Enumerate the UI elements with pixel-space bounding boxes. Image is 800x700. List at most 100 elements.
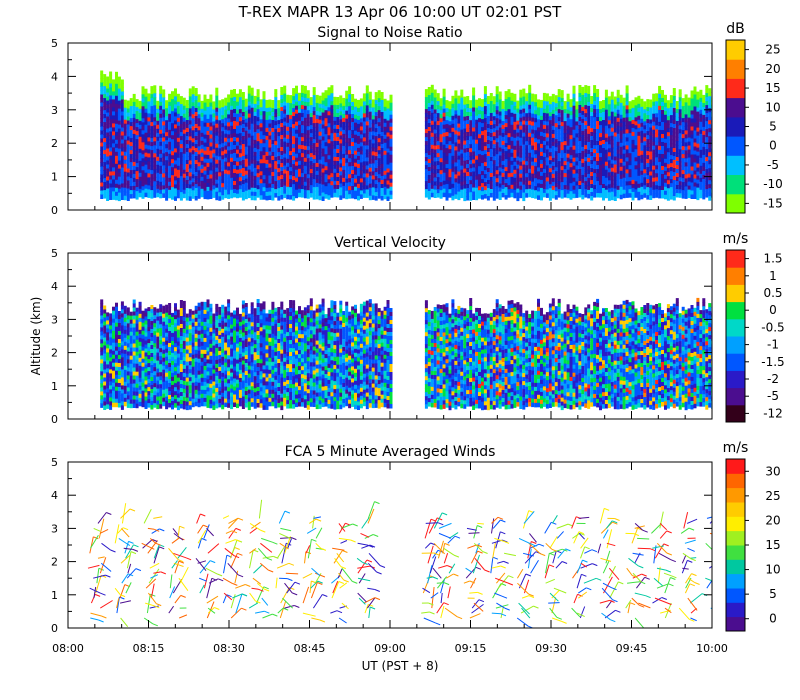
- heatmap-cell: [460, 109, 464, 115]
- heatmap-cell: [351, 186, 355, 191]
- heatmap-cell: [303, 165, 307, 171]
- heatmap-cell: [330, 137, 334, 142]
- heatmap-cell: [221, 99, 225, 104]
- heatmap-cell: [596, 125, 600, 130]
- heatmap-cell: [622, 153, 626, 159]
- heatmap-cell: [522, 168, 526, 174]
- heatmap-cell: [171, 179, 174, 184]
- heatmap-cell: [507, 145, 511, 150]
- heatmap-cell: [283, 157, 287, 163]
- heatmap-cell: [236, 153, 239, 159]
- heatmap-cell: [643, 165, 647, 170]
- heatmap-cell: [106, 144, 110, 149]
- heatmap-cell: [451, 195, 455, 201]
- heatmap-cell: [628, 177, 632, 182]
- heatmap-cell: [224, 189, 228, 195]
- heatmap-cell: [100, 94, 104, 99]
- heatmap-cell: [241, 148, 245, 153]
- heatmap-cell: [377, 98, 381, 103]
- heatmap-cell: [684, 154, 688, 159]
- heatmap-cell: [563, 137, 567, 142]
- heatmap-cell: [218, 156, 222, 161]
- heatmap-cell: [123, 119, 127, 125]
- heatmap-cell: [566, 153, 570, 159]
- heatmap-cell: [268, 131, 272, 136]
- heatmap-cell: [489, 125, 493, 130]
- heatmap-cell: [209, 110, 213, 115]
- heatmap-cell: [430, 104, 434, 110]
- heatmap-cell: [569, 191, 573, 196]
- heatmap-cell: [672, 164, 676, 169]
- heatmap-cell: [106, 116, 110, 121]
- heatmap-cell: [522, 164, 526, 170]
- heatmap-cell: [112, 151, 115, 156]
- heatmap-cell: [542, 176, 546, 182]
- heatmap-cell: [649, 183, 653, 188]
- heatmap-cell: [616, 117, 620, 123]
- heatmap-cell: [182, 169, 186, 175]
- heatmap-cell: [262, 91, 266, 96]
- heatmap-cell: [504, 111, 508, 116]
- heatmap-cell: [150, 94, 154, 99]
- heatmap-cell: [566, 193, 570, 199]
- heatmap-cell: [230, 141, 234, 147]
- heatmap-cell: [238, 105, 242, 110]
- heatmap-cell: [295, 169, 298, 175]
- heatmap-cell: [171, 107, 174, 112]
- heatmap-cell: [106, 132, 110, 137]
- heatmap-cell: [333, 132, 337, 138]
- figure-title: T-REX MAPR 13 Apr 06 10:00 UT 02:01 PST: [238, 3, 562, 21]
- heatmap-cell: [324, 110, 328, 115]
- heatmap-cell: [537, 155, 540, 160]
- heatmap-cell: [540, 155, 543, 161]
- heatmap-cell: [575, 181, 579, 186]
- heatmap-cell: [563, 161, 567, 166]
- heatmap-cell: [528, 112, 532, 118]
- heatmap-cell: [616, 121, 620, 127]
- heatmap-cell: [129, 142, 133, 147]
- heatmap-cell: [179, 112, 183, 117]
- heatmap-cell: [628, 189, 632, 194]
- heatmap-cell: [652, 173, 656, 179]
- heatmap-cell: [153, 121, 157, 126]
- heatmap-cell: [687, 97, 691, 103]
- heatmap-cell: [339, 119, 343, 124]
- heatmap-cell: [274, 93, 278, 98]
- heatmap-cell: [330, 181, 334, 186]
- heatmap-cell: [383, 106, 387, 112]
- heatmap-cell: [250, 195, 254, 201]
- heatmap-cell: [117, 136, 121, 142]
- heatmap-cell: [672, 188, 676, 193]
- heatmap-cell: [268, 99, 272, 104]
- heatmap-cell: [224, 121, 228, 127]
- heatmap-cell: [560, 190, 564, 195]
- heatmap-cell: [522, 148, 526, 154]
- heatmap-cell: [197, 150, 201, 155]
- heatmap-cell: [144, 128, 148, 134]
- heatmap-cell: [103, 158, 107, 163]
- heatmap-cell: [221, 159, 225, 164]
- heatmap-cell: [581, 90, 585, 96]
- heatmap-cell: [448, 109, 452, 114]
- heatmap-cell: [126, 140, 130, 145]
- heatmap-cell: [610, 155, 614, 161]
- heatmap-cell: [365, 173, 369, 178]
- heatmap-cell: [324, 154, 328, 159]
- heatmap-cell: [156, 164, 160, 170]
- heatmap-cell: [460, 93, 464, 99]
- heatmap-cell: [359, 118, 363, 123]
- heatmap-cell: [362, 149, 366, 154]
- heatmap-cell: [389, 146, 393, 152]
- heatmap-cell: [298, 92, 301, 98]
- heatmap-cell: [359, 170, 363, 175]
- heatmap-cell: [303, 129, 307, 135]
- heatmap-cell: [643, 169, 647, 174]
- heatmap-cell: [492, 156, 496, 161]
- heatmap-cell: [306, 110, 310, 115]
- heatmap-cell: [602, 184, 605, 189]
- heatmap-cell: [643, 185, 647, 190]
- heatmap-cell: [613, 124, 617, 129]
- heatmap-cell: [138, 116, 142, 122]
- heatmap-cell: [339, 135, 343, 140]
- heatmap-cell: [427, 171, 431, 176]
